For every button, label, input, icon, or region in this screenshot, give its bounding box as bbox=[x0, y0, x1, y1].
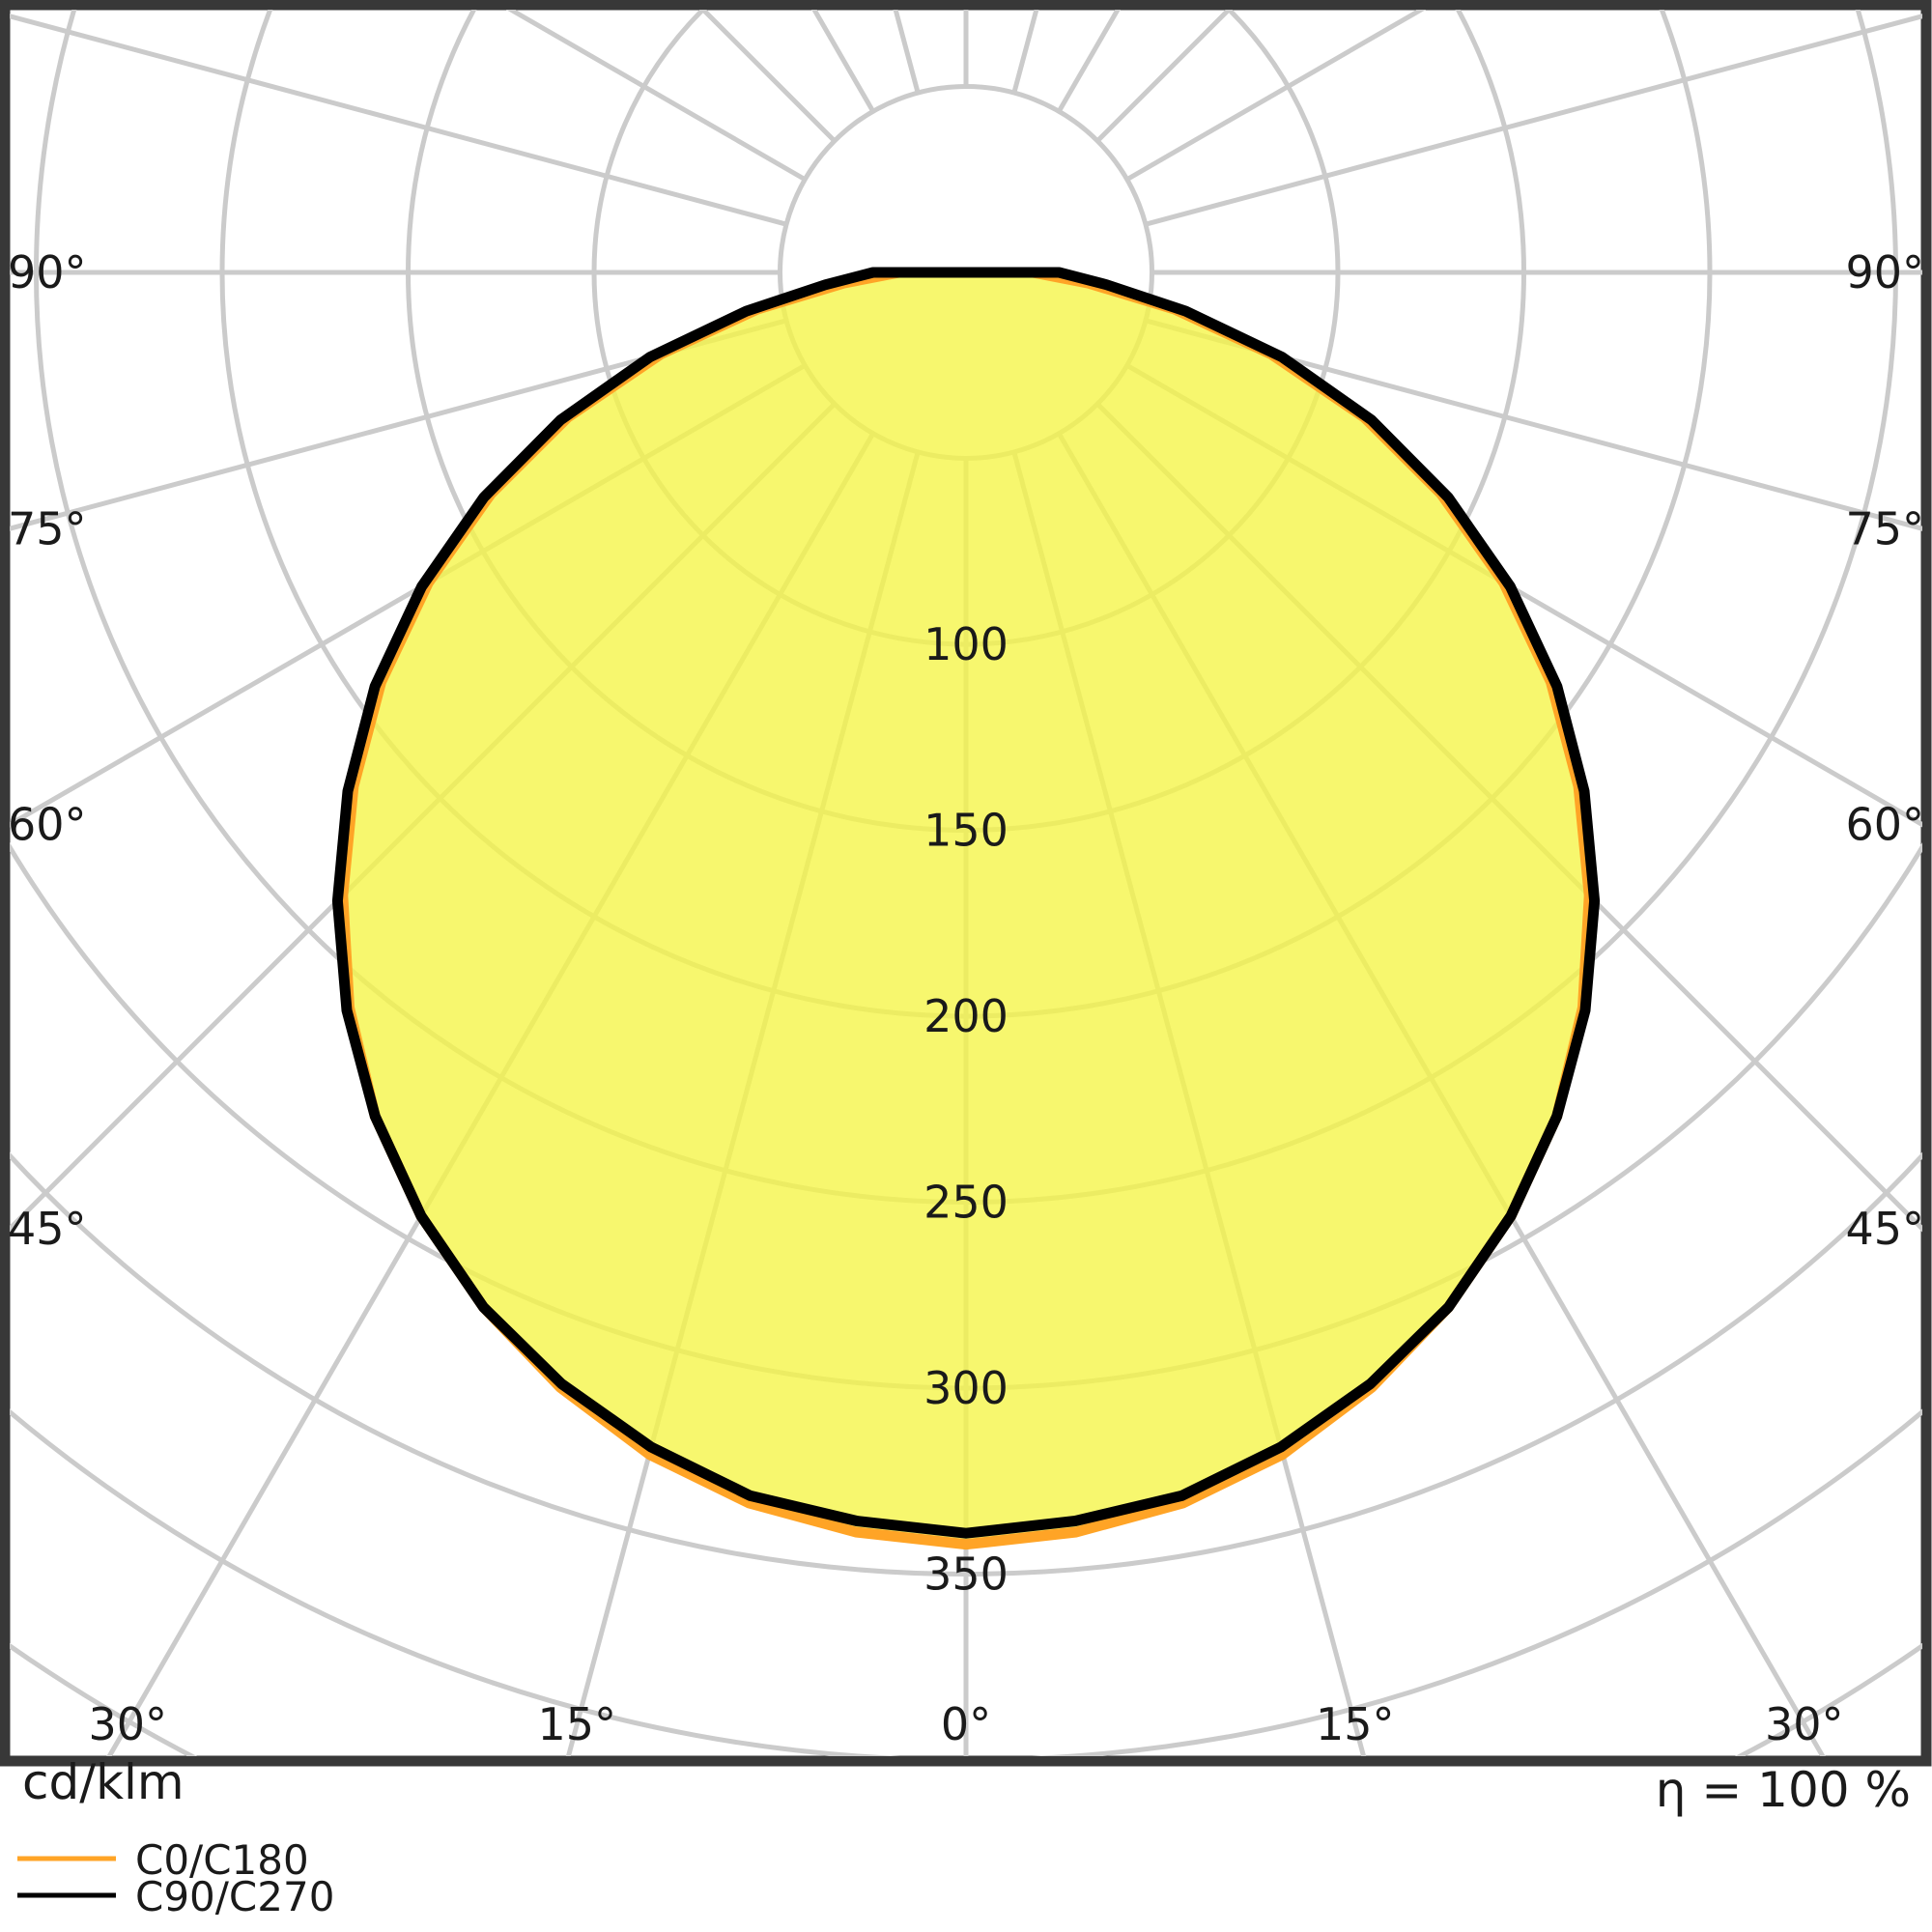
grid-spoke bbox=[1145, 14, 1922, 227]
angle-tick-label-right: 45° bbox=[1845, 1203, 1924, 1255]
radial-tick-label: 150 bbox=[923, 805, 1009, 857]
grid-spoke bbox=[1145, 318, 1922, 531]
legend: C0/C180 C90/C270 bbox=[17, 1836, 334, 1920]
radial-tick-label: 250 bbox=[923, 1177, 1009, 1229]
angle-tick-label-bottom: 15° bbox=[1316, 1698, 1395, 1750]
angle-tick-label-right: 60° bbox=[1845, 799, 1924, 851]
legend-label-c90-c270: C90/C270 bbox=[135, 1873, 334, 1920]
angle-tick-label-bottom: 30° bbox=[1765, 1698, 1844, 1750]
radial-tick-label: 100 bbox=[923, 618, 1009, 670]
angle-tick-label-bottom: 30° bbox=[88, 1698, 167, 1750]
efficiency-label: η = 100 % bbox=[1656, 1762, 1911, 1818]
distribution-fill bbox=[337, 272, 1595, 1545]
angle-tick-label-left: 90° bbox=[8, 246, 87, 298]
angle-tick-label-right: 75° bbox=[1845, 502, 1924, 554]
distribution-curves bbox=[331, 267, 1601, 1550]
tick-labels: 100 150 200 250 300 350 90° 90° 75° 75° 60° 60° 45° 4… bbox=[8, 246, 1924, 1750]
angle-tick-label-left: 60° bbox=[8, 799, 87, 851]
radial-tick-label: 350 bbox=[923, 1548, 1009, 1601]
legend-label-c0-c180: C0/C180 bbox=[135, 1836, 309, 1884]
grid-spoke bbox=[10, 14, 787, 227]
curve-c90-c270 bbox=[331, 267, 1601, 1539]
radial-tick-label: 300 bbox=[923, 1362, 1009, 1414]
angle-tick-label-bottom: 0° bbox=[941, 1698, 991, 1750]
angle-tick-label-right: 90° bbox=[1845, 246, 1924, 298]
angle-tick-label-left: 45° bbox=[8, 1203, 87, 1255]
radial-tick-label: 200 bbox=[923, 990, 1009, 1042]
angle-tick-label-bottom: 15° bbox=[537, 1698, 616, 1750]
unit-label: cd/klm bbox=[22, 1754, 185, 1810]
angle-tick-label-left: 75° bbox=[8, 502, 87, 554]
grid-spoke bbox=[10, 318, 787, 531]
